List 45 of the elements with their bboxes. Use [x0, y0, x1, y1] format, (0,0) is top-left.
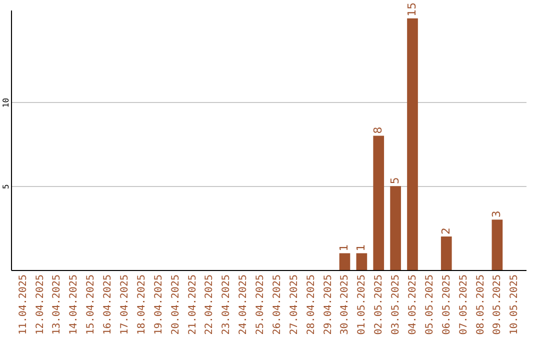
x-tick-label: 01.05.2025: [356, 274, 368, 335]
x-tick-label: 18.04.2025: [136, 274, 148, 335]
x-tick-label: 04.05.2025: [407, 274, 418, 335]
x-tick-label: 30.04.2025: [340, 274, 351, 335]
y-tick-label: 10: [2, 98, 10, 108]
bar: [373, 136, 384, 270]
x-tick-label: 06.05.2025: [441, 274, 452, 335]
bar: [440, 236, 452, 270]
data-label: 8: [372, 126, 385, 134]
data-label: 2: [439, 227, 452, 234]
x-tick-label: 05.05.2025: [424, 274, 436, 335]
x-tick-label: 20.04.2025: [170, 274, 182, 335]
data-label: 1: [354, 244, 368, 252]
bar: [339, 253, 350, 270]
bar: [407, 18, 418, 270]
x-tick-label: 23.04.2025: [221, 274, 232, 335]
x-tick-label: 11.04.2025: [18, 274, 29, 335]
x-tick-label: 26.04.2025: [272, 274, 283, 335]
x-tick-label: 22.04.2025: [204, 274, 216, 335]
x-tick-label: 08.05.2025: [475, 274, 486, 335]
x-tick-label: 21.04.2025: [187, 274, 198, 335]
data-label: 3: [490, 210, 504, 218]
x-tick-label: 10.05.2025: [509, 274, 520, 335]
bar: [390, 186, 401, 270]
x-tick-label: 19.04.2025: [153, 274, 164, 335]
x-tick-label: 13.04.2025: [52, 274, 63, 335]
x-tick-label: 03.05.2025: [390, 274, 402, 335]
x-tick-label: 07.05.2025: [458, 274, 470, 335]
x-tick-label: 27.04.2025: [288, 274, 300, 335]
x-tick-label: 02.05.2025: [374, 274, 385, 335]
data-label: 5: [388, 177, 402, 184]
x-tick-label: 09.05.2025: [492, 274, 504, 335]
x-tick-label: 29.04.2025: [322, 274, 334, 335]
x-tick-label: 25.04.2025: [255, 274, 266, 335]
bar: [492, 220, 503, 270]
x-tick-label: 16.04.2025: [102, 274, 114, 335]
x-tick-label: 24.04.2025: [238, 274, 250, 335]
x-tick-label: 12.04.2025: [34, 274, 46, 335]
data-label: 1: [338, 244, 351, 252]
bar: [356, 253, 368, 270]
x-tick-label: 15.04.2025: [86, 274, 97, 335]
data-label: 15: [405, 2, 418, 16]
x-tick-label: 17.04.2025: [120, 274, 131, 335]
x-tick-label: 14.04.2025: [68, 274, 80, 335]
x-tick-label: 28.04.2025: [306, 274, 317, 335]
